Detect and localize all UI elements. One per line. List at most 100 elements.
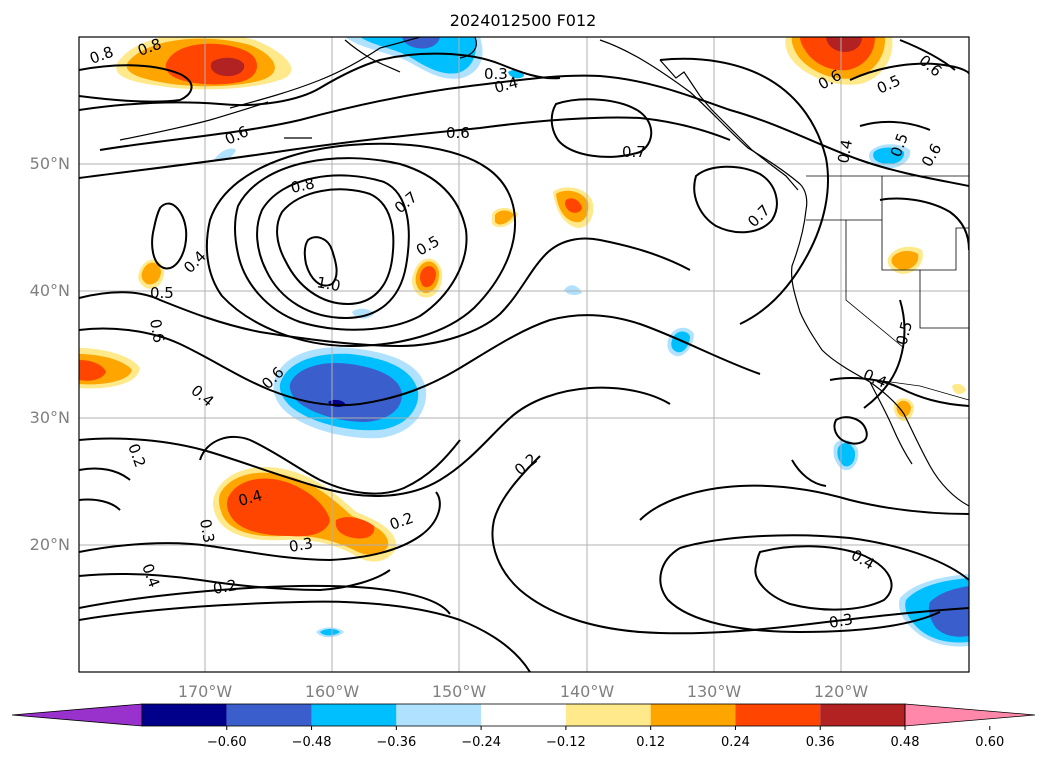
- contour-0.2-bottom: [79, 600, 531, 672]
- map-frame: [78, 36, 970, 673]
- colorbar-segment: [735, 704, 821, 726]
- clabel-0.8-nw: 0.8: [135, 35, 164, 60]
- contour-0.4-coast: [829, 377, 969, 407]
- colorbar-segments: [11, 703, 1036, 727]
- shade-positive-southwest-inner: [227, 478, 330, 537]
- contour-0.7-east: [693, 165, 778, 234]
- shade-positive-west-2-inner: [419, 266, 436, 288]
- shade-negative-southeast-inner: [928, 586, 969, 637]
- aleutians: [119, 101, 312, 141]
- shade-negative-small-4-core: [671, 331, 690, 353]
- contour-0.2-central: [79, 386, 671, 497]
- lon-label-150w: 150°W: [432, 682, 487, 701]
- contour-0.6-east: [659, 57, 829, 325]
- colorbar-tick-label: −0.60: [207, 735, 247, 750]
- colorbar: −0.60 −0.48 −0.36 −0.24 −0.12 0.12 0.24 0.36 0.4…: [11, 703, 1036, 750]
- colorbar-tick-label: 0.12: [636, 735, 665, 750]
- contour-0.4-west: [79, 314, 761, 407]
- colorbar-extend-high: [904, 703, 1036, 727]
- colorbar-segment: [396, 704, 482, 726]
- clabel-0.4-north: 0.4: [492, 73, 520, 97]
- lat-label-20n: 20°N: [30, 535, 70, 554]
- colorbar-tick-label: −0.12: [546, 735, 586, 750]
- contour-0.4-east: [879, 197, 969, 251]
- shade-positive-nw-max: [210, 57, 245, 77]
- colorbar-tick-label: −0.36: [376, 735, 416, 750]
- shade-positive-center-2-core: [495, 210, 514, 225]
- lon-labels: 170°W 160°W 150°W 140°W 130°W 120°W: [178, 682, 869, 701]
- coastlines: [119, 37, 969, 507]
- contour-0.3-lower: [79, 491, 441, 562]
- contour-0.6-nw: [79, 52, 561, 111]
- clabel-0.7-center: 0.7: [622, 143, 646, 161]
- colorbar-tick-label: 0.48: [891, 735, 920, 750]
- colorbar-tick-label: 0.36: [806, 735, 835, 750]
- clabel-0.3-south: 0.3: [288, 534, 315, 556]
- contour-0.2-lower: [79, 584, 451, 615]
- coastline-alaska: [229, 37, 421, 109]
- contour-0.3-coast: [791, 416, 868, 487]
- colorbar-tick-label: −0.48: [292, 735, 332, 750]
- colorbar-segment: [820, 704, 905, 726]
- colorbar-segment: [142, 704, 227, 726]
- contour-1.0-inner: [303, 236, 338, 287]
- shade-positive-center-1-inner: [564, 198, 582, 213]
- clabel-0.4-ne: 0.4: [834, 138, 856, 165]
- contour-0.5-mid: [79, 237, 691, 348]
- colorbar-tick-label: −0.24: [461, 735, 501, 750]
- contour-0.7-mid: [234, 157, 468, 331]
- contour-0.7-nw: [79, 64, 193, 103]
- shade-positive-east-2-core: [896, 400, 911, 417]
- shade-negative-small-6-core: [320, 629, 340, 636]
- shade-positive-west-edge-inner: [79, 360, 106, 381]
- contour-0.5-north: [99, 74, 969, 187]
- lon-label-130w: 130°W: [687, 682, 742, 701]
- clabel-0.5-west: 0.5: [150, 284, 174, 302]
- shade-positive-southwest-inner-2: [335, 517, 375, 539]
- coastline-us-west: [791, 209, 969, 507]
- contour-0.3-central: [199, 435, 461, 495]
- shade-positive-east-3: [952, 383, 966, 395]
- lon-label-120w: 120°W: [814, 682, 869, 701]
- contour-0.5-east-2: [863, 299, 906, 409]
- contour-0.8: [256, 174, 410, 320]
- clabel-0.6-west: 0.6: [146, 318, 168, 345]
- clabel-0.3-north: 0.3: [484, 65, 508, 83]
- colorbar-outline: [141, 703, 906, 727]
- contour-0.6-mid: [205, 142, 517, 348]
- lat-label-30n: 30°N: [30, 408, 70, 427]
- colorbar-segment: [226, 704, 312, 726]
- coastline-alaska-gulf: [459, 37, 808, 211]
- clabel-0.6-north: 0.6: [446, 124, 470, 142]
- lon-label-170w: 170°W: [178, 682, 233, 701]
- shade-negative-central-inner: [289, 362, 402, 422]
- shade-positive-west-1-core: [141, 262, 161, 285]
- lat-label-40n: 40°N: [30, 281, 70, 300]
- colorbar-segment: [565, 704, 651, 726]
- contour-0.9: [276, 188, 395, 306]
- contours: [79, 39, 969, 672]
- contour-0.3-se: [659, 534, 969, 634]
- clabel-0.2-south: 0.2: [212, 576, 239, 598]
- clabel-0.3-se: 0.3: [828, 610, 855, 632]
- contour-0.5-east: [849, 62, 969, 131]
- contour-0.6-ne: [899, 39, 956, 71]
- colorbar-tick-label: 0.60: [975, 735, 1004, 750]
- colorbar-extend-low: [11, 703, 143, 727]
- contour-0.2-left: [79, 467, 131, 511]
- contour-0.8-center: [550, 98, 653, 158]
- colorbar-segment: [481, 704, 566, 726]
- clabel-0.8-mid: 0.8: [289, 174, 316, 197]
- shade-negative-small-5: [564, 285, 582, 295]
- colorbar-tick-label: 0.24: [721, 735, 750, 750]
- clabel-0.4-sw: 0.4: [236, 486, 264, 510]
- shaded-fields: [79, 37, 969, 647]
- shade-negative-small-2: [214, 148, 236, 162]
- shade-negative-coast-core: [873, 147, 905, 165]
- lon-label-140w: 140°W: [560, 682, 615, 701]
- colorbar-segment: [650, 704, 736, 726]
- clabel-0.3-sw: 0.3: [196, 518, 218, 545]
- lat-label-50n: 50°N: [30, 154, 70, 173]
- contour-0.6-long: [79, 116, 731, 179]
